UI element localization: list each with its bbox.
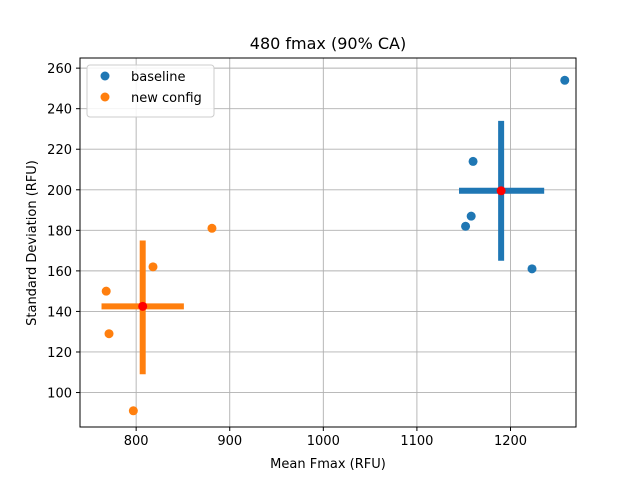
plot-frame (79, 57, 577, 428)
data-point (128, 406, 138, 416)
data-point (207, 223, 217, 233)
legend-label: new config (131, 91, 202, 106)
legend-box (86, 64, 215, 118)
data-point (101, 286, 111, 296)
data-point (466, 211, 476, 221)
mean-point (496, 186, 506, 196)
data-point (468, 156, 478, 166)
legend-marker (100, 92, 110, 102)
data-point (527, 264, 537, 274)
y-tick-label: 200 (47, 184, 72, 199)
axis-ticks: 800 900 1000 1100 1200 100 120 140 160 180 200 220 2… (47, 62, 527, 449)
y-axis-label: Standard Deviation (RFU) (25, 160, 40, 326)
x-tick-label: 900 (217, 434, 242, 449)
data-point (104, 329, 114, 339)
y-tick-label: 160 (47, 265, 72, 280)
legend: baseline new config (86, 64, 215, 118)
y-tick-label: 260 (47, 62, 72, 77)
x-axis-label: Mean Fmax (RFU) (270, 457, 386, 472)
y-tick-label: 240 (47, 103, 72, 118)
data-marks (101, 75, 570, 416)
x-tick-label: 1100 (400, 434, 433, 449)
data-point (560, 75, 570, 85)
mean-point (138, 301, 148, 311)
x-tick-label: 1000 (307, 434, 340, 449)
y-tick-label: 220 (47, 143, 72, 158)
x-tick-label: 800 (124, 434, 149, 449)
data-point (461, 221, 471, 231)
chart-title: 480 fmax (90% CA) (250, 34, 406, 53)
y-tick-label: 100 (47, 387, 72, 402)
data-point (148, 262, 158, 272)
y-tick-label: 180 (47, 224, 72, 239)
legend-marker (100, 71, 110, 81)
legend-label: baseline (131, 70, 185, 85)
x-tick-label: 1200 (494, 434, 527, 449)
y-tick-label: 120 (47, 346, 72, 361)
y-tick-label: 140 (47, 305, 72, 320)
